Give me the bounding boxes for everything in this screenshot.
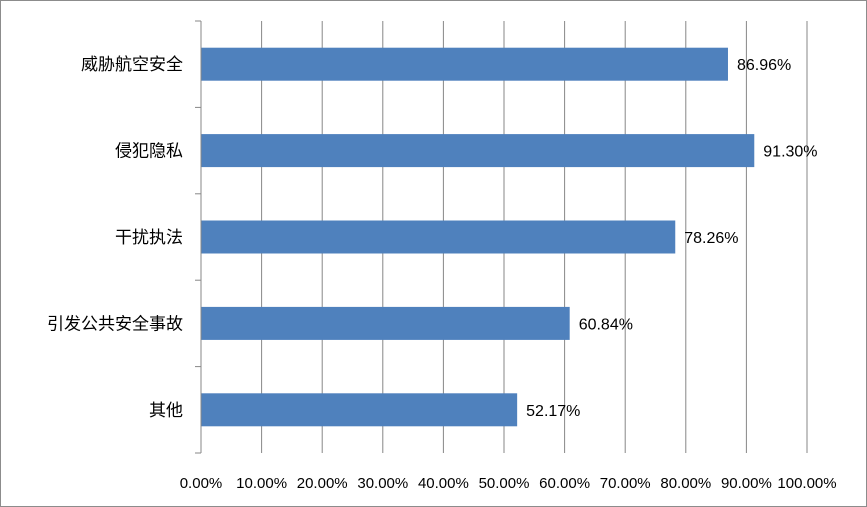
data-label: 78.26% (684, 230, 738, 247)
x-tick-label: 30.00% (357, 475, 408, 492)
data-label: 86.96% (737, 57, 791, 74)
x-tick-labels: 0.00% 10.00% 20.00% 30.00% 40.00% 50.00% 60.00… (180, 475, 837, 492)
x-tick-label: 10.00% (236, 475, 287, 492)
data-label: 60.84% (579, 316, 633, 333)
category-label: 威胁航空安全 (81, 55, 183, 75)
x-tick-label: 0.00% (180, 475, 223, 492)
bar-2 (201, 220, 676, 254)
x-tick-label: 70.00% (600, 475, 651, 492)
data-label: 52.17% (526, 403, 580, 420)
x-tick-label: 50.00% (479, 475, 530, 492)
x-tick-label: 80.00% (660, 475, 711, 492)
category-label: 干扰执法 (115, 228, 183, 248)
data-labels: 86.96% 91.30% 78.26% 60.84% 52.17% (526, 57, 817, 420)
bar-1 (201, 134, 755, 168)
category-label: 侵犯隐私 (115, 142, 183, 162)
bar-0 (201, 47, 728, 81)
x-tick-label: 60.00% (539, 475, 590, 492)
bar-3 (201, 306, 570, 340)
axes (195, 20, 202, 454)
category-label: 其他 (149, 401, 183, 421)
bars (201, 47, 755, 427)
category-label: 引发公共安全事故 (47, 314, 183, 334)
x-tick-label: 20.00% (297, 475, 348, 492)
x-tick-label: 100.00% (777, 475, 836, 492)
x-tick-label: 40.00% (418, 475, 469, 492)
bar-4 (201, 393, 518, 427)
x-tick-label: 90.00% (721, 475, 772, 492)
data-label: 91.30% (763, 144, 817, 161)
